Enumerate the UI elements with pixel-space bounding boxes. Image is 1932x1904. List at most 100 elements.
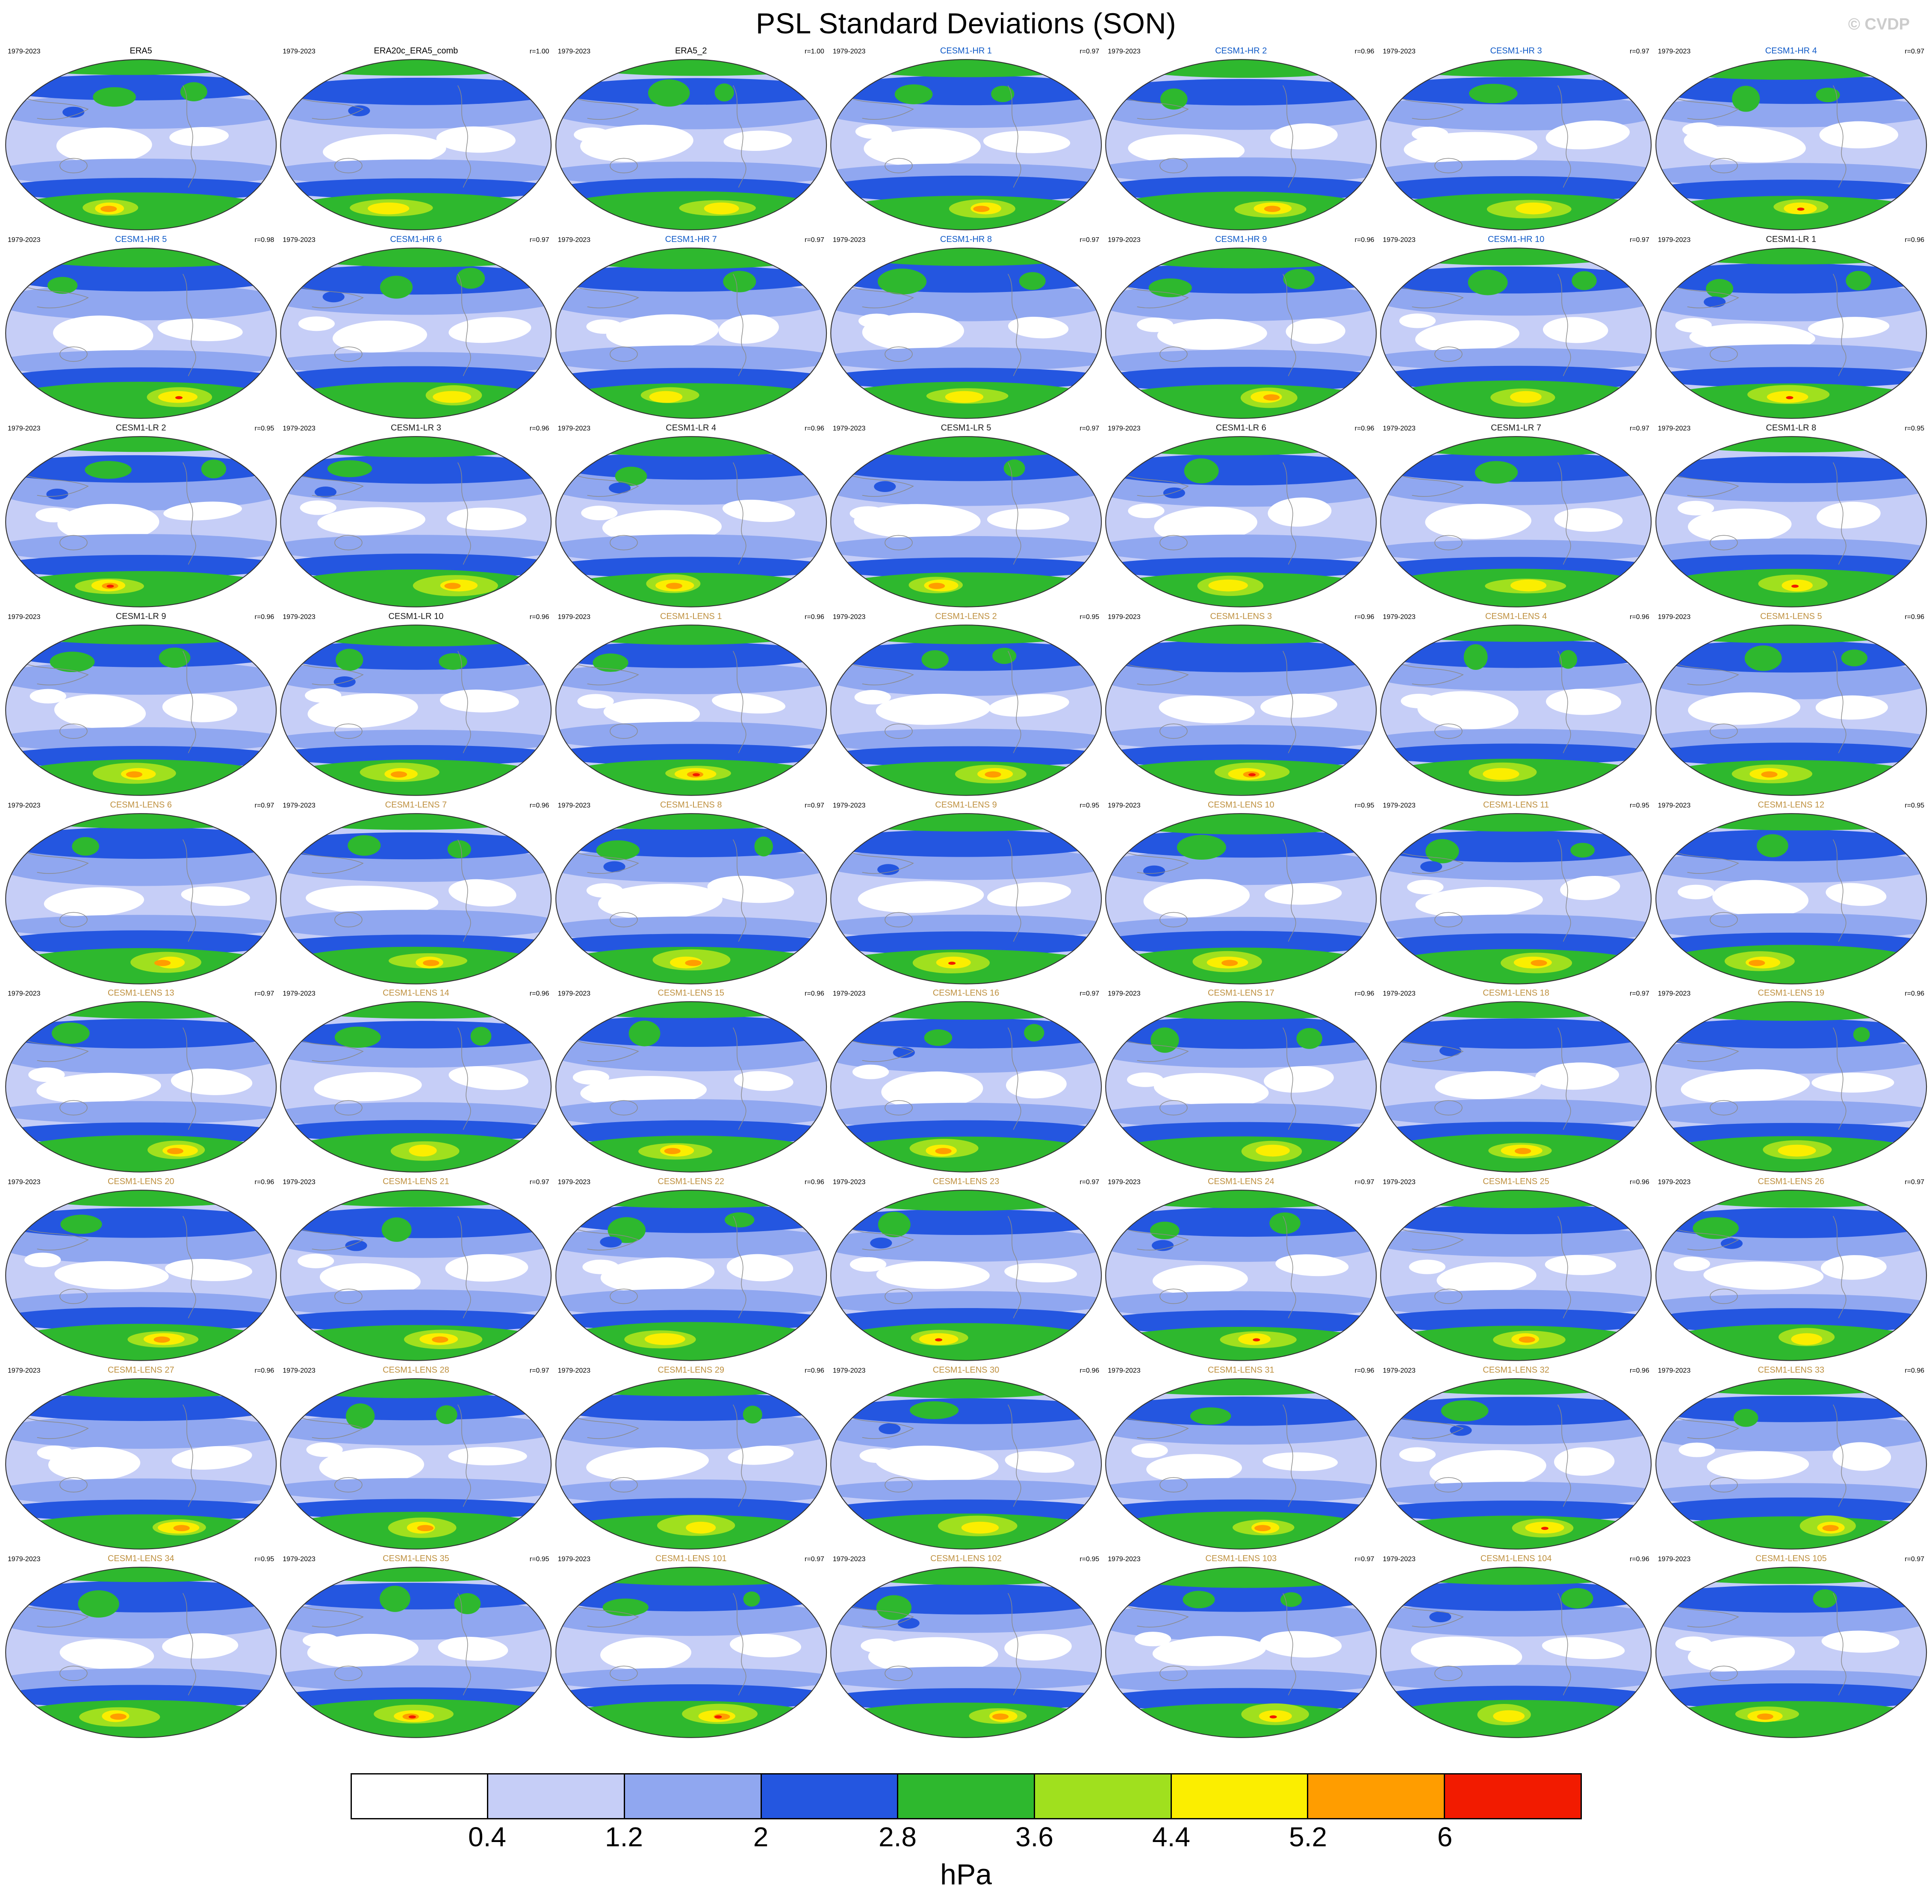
map-panel: 1979-2023 CESM1-LENS 10 r=0.95: [1104, 800, 1377, 985]
panel-correlation: r=0.97: [805, 802, 824, 809]
panel-map: [4, 247, 277, 420]
panel-header: 1979-2023 CESM1-LENS 2 r=0.95: [829, 612, 1103, 624]
panel-period: 1979-2023: [1383, 48, 1416, 55]
panel-header: 1979-2023 CESM1-LENS 33 r=0.96: [1655, 1365, 1928, 1377]
panel-header: 1979-2023 CESM1-HR 6 r=0.97: [279, 235, 552, 247]
panel-period: 1979-2023: [1658, 236, 1691, 244]
panel-map: [1104, 1377, 1377, 1550]
panel-correlation: r=0.96: [1354, 236, 1375, 244]
panel-header: 1979-2023 CESM1-LENS 25 r=0.96: [1379, 1177, 1652, 1189]
panel-title: CESM1-LENS 2: [935, 611, 997, 621]
panel-title: CESM1-LENS 3: [1210, 611, 1272, 621]
panel-correlation: r=0.95: [254, 424, 274, 432]
map-panel: 1979-2023 CESM1-HR 5 r=0.98: [4, 235, 277, 420]
panel-period: 1979-2023: [832, 48, 866, 55]
map-panel: 1979-2023 CESM1-LENS 4 r=0.96: [1379, 612, 1652, 797]
panel-header: 1979-2023 ERA5: [4, 46, 277, 58]
panel-correlation: r=0.95: [1080, 613, 1100, 621]
panel-map: [555, 1000, 828, 1173]
panel-correlation: r=0.96: [1629, 613, 1649, 621]
panel-header: 1979-2023 CESM1-LENS 5 r=0.96: [1655, 612, 1928, 624]
panel-title: CESM1-LENS 15: [658, 988, 725, 998]
panel-map: [1655, 247, 1928, 420]
panel-map: [4, 1000, 277, 1173]
panel-title: CESM1-LENS 25: [1483, 1177, 1549, 1187]
panel-header: 1979-2023 CESM1-LENS 28 r=0.97: [279, 1365, 552, 1377]
world-map: [280, 1378, 552, 1550]
world-map: [1105, 1190, 1377, 1361]
world-map: [5, 1567, 277, 1738]
panel-period: 1979-2023: [832, 990, 866, 998]
panel-correlation: r=0.98: [254, 236, 274, 244]
panel-correlation: r=0.96: [254, 1179, 274, 1186]
panel-period: 1979-2023: [557, 48, 591, 55]
world-map: [1380, 1378, 1652, 1550]
world-map: [555, 59, 827, 230]
panel-map: [279, 1377, 552, 1550]
panel-map: [1104, 247, 1377, 420]
panel-header: 1979-2023 CESM1-LENS 7 r=0.96: [279, 800, 552, 812]
world-map: [1380, 59, 1652, 230]
panel-title: CESM1-HR 6: [390, 234, 442, 244]
world-map: [555, 1190, 827, 1361]
map-panel: 1979-2023 CESM1-HR 3 r=0.97: [1379, 46, 1652, 231]
panel-map: [1104, 624, 1377, 797]
panel-correlation: r=0.96: [1354, 48, 1375, 55]
panel-correlation: r=0.97: [805, 1556, 824, 1563]
map-panel: 1979-2023 CESM1-LENS 103 r=0.97: [1104, 1554, 1377, 1739]
map-panel: 1979-2023 CESM1-HR 8 r=0.97: [829, 235, 1103, 420]
panel-correlation: r=0.96: [1354, 424, 1375, 432]
panel-title: CESM1-LENS 31: [1207, 1365, 1274, 1375]
panel-header: 1979-2023 CESM1-LENS 104 r=0.96: [1379, 1554, 1652, 1566]
panel-correlation: r=0.96: [805, 613, 824, 621]
panel-correlation: r=0.96: [1354, 613, 1375, 621]
panel-header: 1979-2023 CESM1-LENS 10 r=0.95: [1104, 800, 1377, 812]
panel-period: 1979-2023: [8, 424, 41, 432]
panel-header: 1979-2023 CESM1-LENS 3 r=0.96: [1104, 612, 1377, 624]
panel-title: CESM1-LENS 35: [383, 1554, 449, 1563]
panel-header: 1979-2023 CESM1-LR 4 r=0.96: [555, 423, 828, 435]
map-panel: 1979-2023 CESM1-LR 6 r=0.96: [1104, 423, 1377, 608]
panel-map: [1379, 1189, 1652, 1362]
panel-header: 1979-2023 ERA5_2 r=1.00: [555, 46, 828, 58]
colorbar-labels: 0.4 1.2 2 2.8 3.6 4.4 5.2 6: [351, 1819, 1582, 1857]
panel-header: 1979-2023 CESM1-LENS 26 r=0.97: [1655, 1177, 1928, 1189]
panel-title: CESM1-LENS 22: [658, 1177, 725, 1187]
panel-map: [1655, 624, 1928, 797]
panel-header: 1979-2023 CESM1-LENS 32 r=0.96: [1379, 1365, 1652, 1377]
world-map: [1380, 813, 1652, 984]
colorbar-tick-label: 6: [1437, 1821, 1453, 1852]
panel-map: [1379, 1377, 1652, 1550]
world-map: [1105, 248, 1377, 419]
panel-header: 1979-2023 CESM1-LENS 29 r=0.96: [555, 1365, 828, 1377]
world-map: [555, 1001, 827, 1173]
colorbar-segment: [761, 1774, 899, 1818]
map-panel: 1979-2023 CESM1-LENS 21 r=0.97: [279, 1177, 552, 1362]
map-panel: 1979-2023 CESM1-LENS 8 r=0.97: [555, 800, 828, 985]
panel-map: [1379, 247, 1652, 420]
world-map: [1655, 436, 1927, 607]
panel-map: [829, 1000, 1103, 1173]
panel-map: [555, 624, 828, 797]
map-panel: 1979-2023 CESM1-LENS 27 r=0.96: [4, 1365, 277, 1550]
world-map: [830, 813, 1102, 984]
panel-period: 1979-2023: [832, 424, 866, 432]
panel-title: CESM1-LENS 12: [1758, 800, 1825, 810]
map-panel: 1979-2023 CESM1-HR 1 r=0.97: [829, 46, 1103, 231]
panel-title: CESM1-LR 10: [388, 611, 444, 621]
panel-title: CESM1-HR 4: [1765, 46, 1817, 56]
panel-title: CESM1-LR 3: [391, 423, 441, 433]
panel-map: [829, 435, 1103, 608]
panel-correlation: r=0.96: [805, 424, 824, 432]
panel-map: [4, 435, 277, 608]
panel-map: [1104, 1189, 1377, 1362]
world-map: [1105, 624, 1377, 796]
panel-correlation: r=0.96: [529, 990, 549, 998]
map-panel: 1979-2023 CESM1-LENS 25 r=0.96: [1379, 1177, 1652, 1362]
panel-header: 1979-2023 CESM1-LENS 24 r=0.97: [1104, 1177, 1377, 1189]
panel-title: CESM1-LENS 9: [935, 800, 997, 810]
world-map: [555, 248, 827, 419]
panel-title: CESM1-HR 5: [115, 234, 167, 244]
world-map: [1380, 1567, 1652, 1738]
panel-header: 1979-2023 CESM1-LENS 18 r=0.97: [1379, 988, 1652, 1000]
